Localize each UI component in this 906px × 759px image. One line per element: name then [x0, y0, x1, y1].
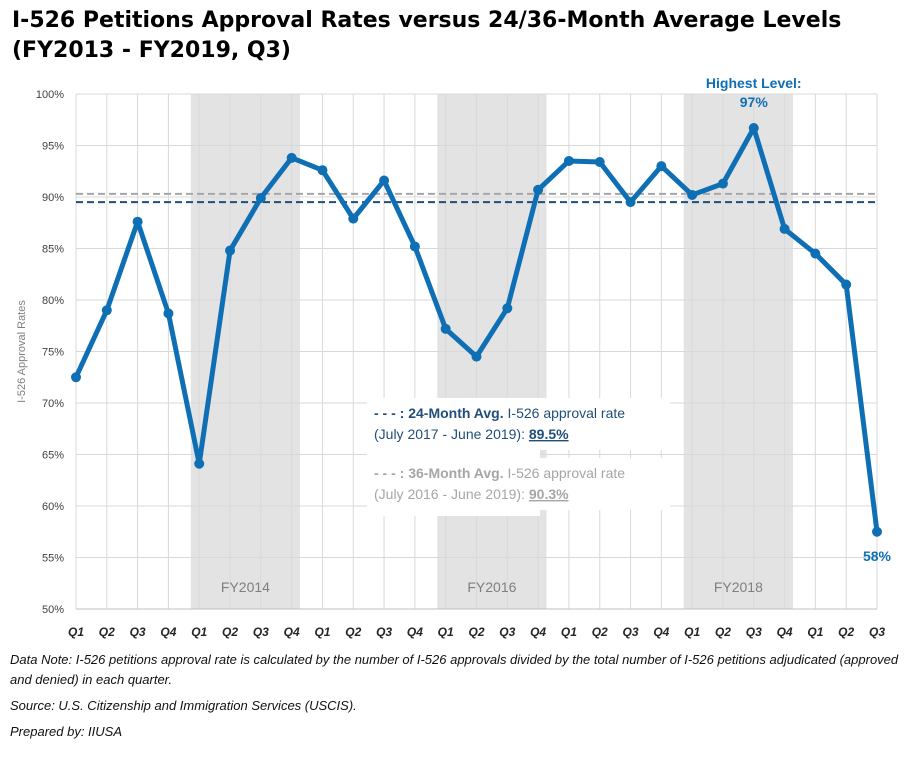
- x-tick-label: Q3: [869, 625, 885, 639]
- data-point: [687, 189, 698, 200]
- x-tick-label: Q3: [746, 625, 762, 639]
- legend-box-bg: [540, 458, 670, 510]
- data-point: [471, 351, 482, 362]
- chart-title-line2: (FY2013 - FY2019, Q3): [12, 38, 291, 63]
- avg36-label: 36-Month Avg.: [408, 465, 503, 481]
- data-point: [779, 223, 790, 234]
- data-point: [594, 156, 605, 167]
- data-point: [379, 175, 390, 186]
- data-note: Data Note: I-526 petitions approval rate…: [10, 652, 899, 687]
- data-point: [841, 279, 852, 290]
- x-tick-label: Q4: [777, 625, 793, 639]
- x-tick-label: Q1: [684, 625, 700, 639]
- x-tick-label: Q2: [99, 625, 115, 639]
- data-point: [625, 197, 636, 208]
- source-note: Source: U.S. Citizenship and Immigration…: [10, 698, 357, 713]
- x-tick-label: Q2: [592, 625, 608, 639]
- data-point: [810, 248, 821, 259]
- y-axis-label: I-526 Approval Rates: [16, 300, 28, 403]
- highest-level-label: Highest Level:: [706, 75, 802, 91]
- legend-box-bg: [367, 398, 540, 516]
- data-point: [656, 161, 667, 172]
- data-point: [563, 155, 574, 166]
- y-tick-label: 50%: [42, 604, 64, 616]
- data-point: [255, 193, 266, 204]
- last-value-label: 58%: [863, 548, 892, 564]
- data-point: [194, 458, 205, 469]
- data-point: [717, 178, 728, 189]
- x-tick-label: Q2: [468, 625, 484, 639]
- avg24-period: (July 2017 - June 2019):: [374, 426, 529, 442]
- avg36-legend-line1: - - - : 36-Month Avg. I-526 approval rat…: [374, 465, 625, 481]
- avg24-value: 89.5%: [529, 426, 569, 442]
- data-point: [502, 303, 513, 314]
- avg24-legend-line1: - - - : 24-Month Avg. I-526 approval rat…: [374, 405, 625, 421]
- x-tick-label: Q3: [376, 625, 392, 639]
- x-tick-label: Q1: [191, 625, 207, 639]
- avg36-dash: - - - :: [374, 465, 408, 481]
- avg36-value: 90.3%: [529, 486, 569, 502]
- x-tick-label: Q3: [253, 625, 269, 639]
- notes-section: Data Note: I-526 petitions approval rate…: [10, 650, 900, 748]
- y-tick-label: 65%: [42, 450, 64, 462]
- data-point: [71, 372, 81, 383]
- y-tick-label: 100%: [36, 89, 64, 101]
- data-point: [533, 184, 544, 195]
- avg24-dash: - - - :: [374, 405, 408, 421]
- x-tick-label: Q4: [407, 625, 423, 639]
- x-tick-label: Q2: [345, 625, 361, 639]
- fy-label-0: FY2014: [221, 579, 270, 595]
- fy-label-2: FY2018: [714, 579, 763, 595]
- data-point: [317, 165, 328, 176]
- x-tick-label: Q4: [530, 625, 546, 639]
- x-tick-label: Q4: [160, 625, 176, 639]
- x-tick-label: Q2: [222, 625, 238, 639]
- highest-level-value: 97%: [740, 94, 769, 110]
- data-point: [440, 323, 451, 334]
- y-tick-label: 85%: [42, 244, 64, 256]
- data-point: [286, 152, 297, 163]
- x-tick-label: Q4: [284, 625, 300, 639]
- line-chart: FY2014 FY2016 FY2018 50% 55% 60% 65% 70% 75% 80% 8…: [16, 75, 892, 639]
- data-point: [132, 216, 143, 227]
- data-point: [409, 241, 420, 252]
- x-tick-label: Q2: [838, 625, 854, 639]
- data-point: [101, 305, 112, 316]
- data-point: [872, 526, 882, 537]
- x-tick-label: Q3: [130, 625, 146, 639]
- prepared-note: Prepared by: IIUSA: [10, 724, 122, 739]
- avg36-text: I-526 approval rate: [504, 465, 626, 481]
- x-tick-label: Q1: [438, 625, 454, 639]
- data-point: [163, 308, 174, 319]
- y-tick-label: 75%: [42, 347, 64, 359]
- x-tick-label: Q1: [314, 625, 330, 639]
- avg24-legend-line2: (July 2017 - June 2019): 89.5%: [374, 426, 569, 442]
- avg36-legend-line2: (July 2016 - June 2019): 90.3%: [374, 486, 569, 502]
- y-tick-label: 55%: [42, 553, 64, 565]
- data-point: [348, 213, 359, 224]
- x-tick-label: Q3: [623, 625, 639, 639]
- y-tick-label: 80%: [42, 295, 64, 307]
- x-tick-label: Q1: [68, 625, 84, 639]
- x-tick-label: Q3: [499, 625, 515, 639]
- y-tick-label: 60%: [42, 501, 64, 513]
- avg36-period: (July 2016 - June 2019):: [374, 486, 529, 502]
- data-point: [748, 122, 759, 133]
- x-tick-label: Q1: [561, 625, 577, 639]
- y-tick-label: 90%: [42, 192, 64, 204]
- fy-label-1: FY2016: [467, 579, 516, 595]
- chart-title-line1: I-526 Petitions Approval Rates versus 24…: [12, 8, 842, 33]
- x-tick-label: Q4: [653, 625, 669, 639]
- chart-title: I-526 Petitions Approval Rates versus 24…: [12, 6, 892, 66]
- avg24-text: I-526 approval rate: [504, 405, 626, 421]
- avg24-label: 24-Month Avg.: [408, 405, 503, 421]
- data-point: [225, 245, 236, 256]
- y-tick-label: 70%: [42, 398, 64, 410]
- x-tick-label: Q1: [807, 625, 823, 639]
- legend-box-bg: [540, 398, 670, 450]
- x-tick-label: Q2: [715, 625, 731, 639]
- y-tick-label: 95%: [42, 141, 64, 153]
